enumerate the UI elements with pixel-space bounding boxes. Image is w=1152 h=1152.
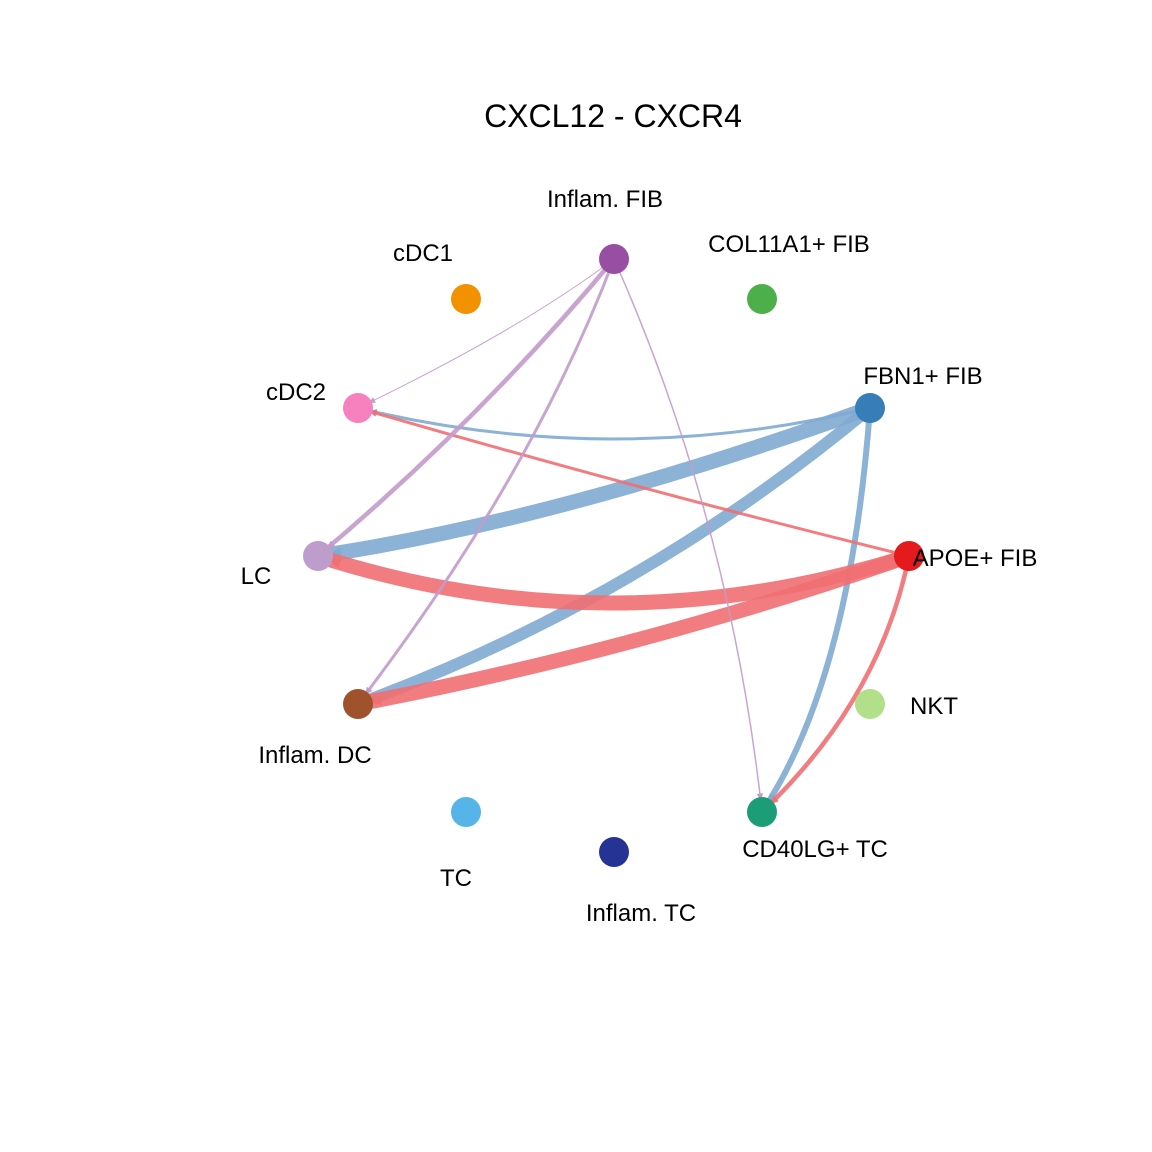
edges-layer <box>310 256 917 815</box>
node-tc <box>451 797 481 827</box>
node-cd40lg-tc <box>747 797 777 827</box>
node-fbn1-fib <box>855 393 885 423</box>
node-label-cd40lg-tc: CD40LG+ TC <box>742 836 888 863</box>
diagram-title: CXCL12 - CXCR4 <box>484 98 742 134</box>
node-apoe-fib <box>894 541 924 571</box>
edge-inflam-fib-to-lc <box>315 256 617 559</box>
node-label-col11a1-fib: COL11A1+ FIB <box>708 231 870 258</box>
arrowhead-inflam-fib-to-cd40lg-tc <box>756 793 764 801</box>
edge-apoe-fib-to-inflam-dc <box>350 548 917 712</box>
edge-inflam-fib-to-cd40lg-tc <box>613 258 763 813</box>
labels-layer: Inflam. FIB COL11A1+ FIB FBN1+ FIB APOE+ FI… <box>241 186 1038 927</box>
node-nkt <box>855 689 885 719</box>
node-label-inflam-fib: Inflam. FIB <box>547 186 663 213</box>
node-label-lc: LC <box>241 563 272 590</box>
node-label-fbn1-fib: FBN1+ FIB <box>863 363 982 390</box>
edge-fbn1-fib-to-inflam-dc <box>352 402 876 710</box>
node-label-inflam-dc: Inflam. DC <box>258 742 371 769</box>
node-label-cdc2: cDC2 <box>266 379 326 406</box>
edge-apoe-fib-to-cdc2 <box>356 406 911 558</box>
edge-fbn1-fib-to-cd40lg-tc <box>759 405 873 815</box>
edge-fbn1-fib-to-lc <box>310 400 878 564</box>
nodes-layer <box>303 244 924 867</box>
node-col11a1-fib <box>747 284 777 314</box>
edge-fbn1-fib-to-cdc2 <box>356 406 872 441</box>
node-lc <box>303 541 333 571</box>
node-inflam-tc <box>599 837 629 867</box>
node-inflam-dc <box>343 689 373 719</box>
arrowhead-apoe-fib-to-lc <box>329 557 342 569</box>
node-label-inflam-tc: Inflam. TC <box>586 900 696 927</box>
edge-apoe-fib-to-cd40lg-tc <box>759 553 912 815</box>
node-label-apoe-fib: APOE+ FIB <box>913 545 1038 572</box>
node-label-tc: TC <box>440 865 472 892</box>
node-label-cdc1: cDC1 <box>393 240 453 267</box>
node-inflam-fib <box>599 244 629 274</box>
edge-inflam-fib-to-cdc2 <box>357 258 615 409</box>
node-cdc2 <box>343 393 373 423</box>
node-label-nkt: NKT <box>910 693 958 720</box>
node-cdc1 <box>451 284 481 314</box>
edge-inflam-fib-to-inflam-dc <box>356 257 616 706</box>
